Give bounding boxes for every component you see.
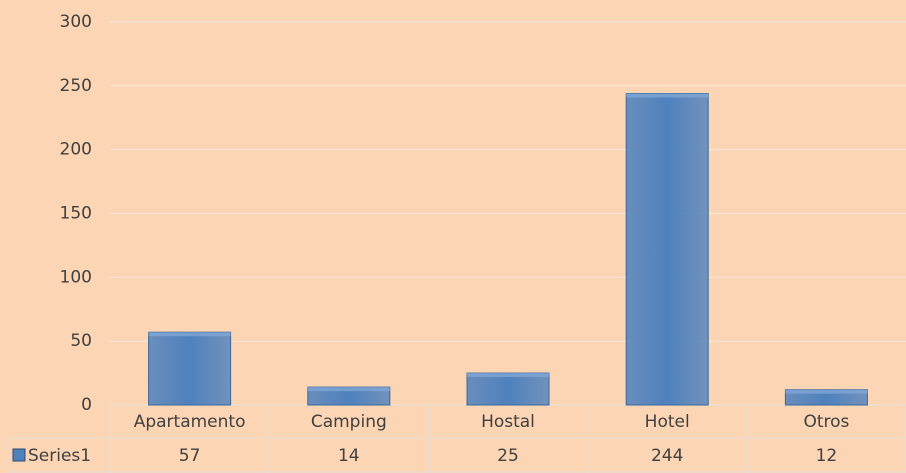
table-value: 244 [651,446,683,466]
x-tick-label: Hotel [645,412,690,432]
bar-top [626,93,709,98]
y-tick-label: 100 [60,267,92,287]
y-tick-label: 300 [60,12,92,32]
bar-top [307,387,390,392]
table-value: 12 [816,446,838,466]
x-tick-label: Otros [803,412,849,432]
bar-top [148,332,231,337]
x-tick-label: Hostal [481,412,535,432]
bar-top [785,389,868,394]
y-tick-label: 0 [81,395,92,415]
y-tick-label: 50 [70,331,92,351]
x-tick-label: Apartamento [134,412,246,432]
bar [625,92,709,406]
legend-label: Series1 [28,446,91,466]
y-tick-label: 250 [60,76,92,96]
table-value: 57 [179,446,201,466]
bar [466,372,550,406]
table-value: 25 [497,446,519,466]
y-tick-label: 150 [60,204,92,224]
bar [148,331,232,406]
y-tick-label: 200 [60,140,92,160]
table-value: 14 [338,446,360,466]
bar-top [467,373,549,378]
x-tick-label: Camping [311,412,387,432]
legend-key [12,448,26,462]
